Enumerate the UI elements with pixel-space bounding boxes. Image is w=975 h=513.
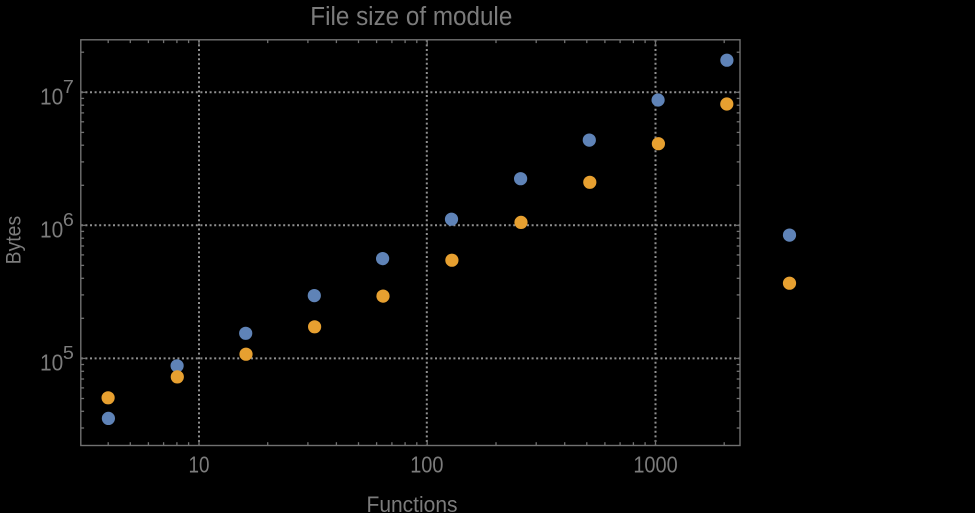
svg-text:6: 6 xyxy=(63,210,74,230)
svg-text:Bytes: Bytes xyxy=(1,216,25,265)
svg-text:10: 10 xyxy=(189,451,210,477)
svg-text:7: 7 xyxy=(63,77,74,97)
svg-text:File size of module: File size of module xyxy=(310,3,512,31)
svg-text:5: 5 xyxy=(63,343,74,363)
svg-text:100: 100 xyxy=(410,451,443,477)
svg-text:Functions: Functions xyxy=(367,492,458,513)
svg-text:1000: 1000 xyxy=(633,451,677,477)
svg-text:10: 10 xyxy=(40,216,63,242)
svg-text:10: 10 xyxy=(40,83,63,109)
svg-text:10: 10 xyxy=(40,350,63,376)
